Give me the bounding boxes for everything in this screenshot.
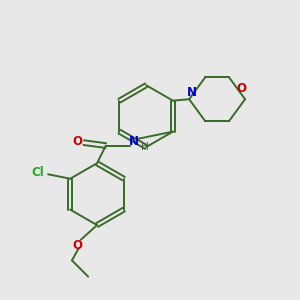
Text: Cl: Cl bbox=[32, 166, 44, 179]
Text: O: O bbox=[236, 82, 246, 95]
Text: O: O bbox=[73, 238, 83, 252]
Text: N: N bbox=[187, 86, 197, 99]
Text: O: O bbox=[72, 135, 82, 148]
Text: N: N bbox=[129, 135, 139, 148]
Text: H: H bbox=[141, 142, 149, 152]
